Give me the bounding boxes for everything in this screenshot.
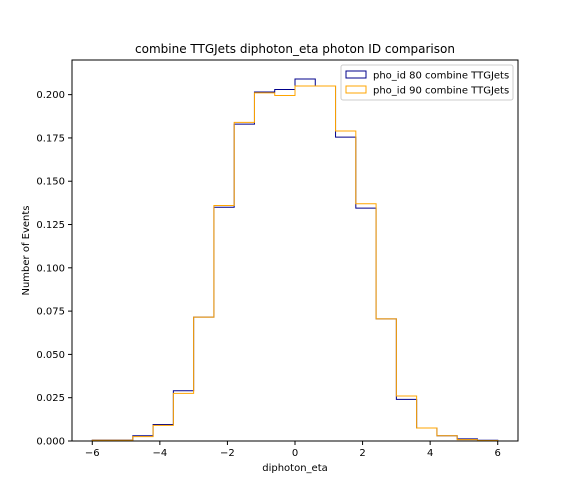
chart-title: combine TTGJets diphoton_eta photon ID c… <box>135 42 455 56</box>
y-tick-label: 0.075 <box>36 307 65 318</box>
x-tick-label: −4 <box>152 448 167 459</box>
series-1-line <box>91 78 499 441</box>
x-axis: −6 −4 −2 0 2 4 6 <box>85 441 501 459</box>
legend-box <box>340 64 514 101</box>
plot-frame <box>71 59 519 442</box>
legend-label: pho_id 80 combine TTGJets <box>373 71 509 82</box>
series-2-line <box>91 85 499 441</box>
x-tick-label: 4 <box>427 448 433 459</box>
x-tick-label: 0 <box>292 448 298 459</box>
y-tick-label: 0.175 <box>36 133 65 144</box>
legend-swatch <box>345 70 367 79</box>
plot-series <box>91 78 499 441</box>
y-tick-label: 0.000 <box>36 437 65 448</box>
x-tick-label: 2 <box>359 448 365 459</box>
x-tick-label: 6 <box>495 448 501 459</box>
y-axis: 0.000 0.025 0.050 0.075 0.100 0.125 0.150 0.175… <box>36 90 72 448</box>
y-tick-label: 0.025 <box>36 393 65 404</box>
x-tick-label: −2 <box>220 448 235 459</box>
y-tick-label: 0.125 <box>36 220 65 231</box>
legend-swatch <box>345 85 367 94</box>
y-tick-label: 0.050 <box>36 350 65 361</box>
y-tick-label: 0.150 <box>36 177 65 188</box>
y-tick-label: 0.100 <box>36 263 65 274</box>
legend: pho_id 80 combine TTGJets pho_id 90 combi… <box>340 64 514 101</box>
x-axis-label: diphoton_eta <box>262 463 328 474</box>
y-axis-label: Number of Events <box>21 205 32 295</box>
legend-label: pho_id 90 combine TTGJets <box>373 86 509 97</box>
x-tick-label: −6 <box>85 448 100 459</box>
y-tick-label: 0.200 <box>36 90 65 101</box>
